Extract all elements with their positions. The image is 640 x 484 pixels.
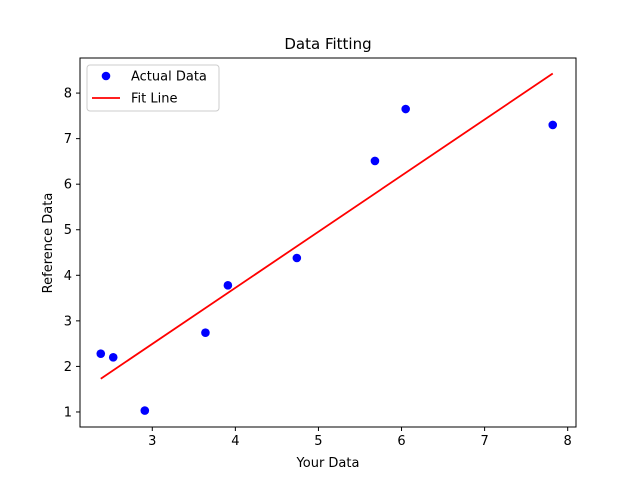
data-point bbox=[292, 253, 302, 263]
legend: Actual Data Fit Line bbox=[86, 64, 220, 112]
data-point bbox=[201, 328, 210, 338]
data-point bbox=[140, 406, 150, 415]
y-tick-label: 2 bbox=[64, 360, 72, 375]
data-point bbox=[96, 349, 106, 358]
x-tick-label: 3 bbox=[148, 434, 156, 449]
y-tick-label: 4 bbox=[64, 269, 72, 284]
x-tick-label: 4 bbox=[231, 434, 239, 449]
x-tick-label: 7 bbox=[480, 434, 488, 449]
legend-box bbox=[86, 64, 220, 112]
fit-line bbox=[100, 72, 554, 380]
axes-frame bbox=[79, 57, 577, 428]
data-point bbox=[108, 353, 118, 362]
data-point bbox=[370, 156, 380, 166]
x-axis-label: Your Data bbox=[296, 456, 360, 471]
x-tick-label: 8 bbox=[564, 434, 572, 449]
data-point bbox=[223, 281, 233, 290]
y-tick-label: 3 bbox=[64, 314, 72, 329]
y-tick-label: 7 bbox=[64, 132, 72, 147]
x-tick-label: 5 bbox=[314, 434, 322, 449]
legend-marker-actual-data bbox=[101, 71, 111, 81]
y-tick-label: 5 bbox=[64, 223, 72, 238]
plot-area: 3 4 5 6 7 8 1 2 3 4 5 6 7 8 bbox=[64, 57, 577, 449]
y-axis-label: Reference Data bbox=[41, 193, 56, 294]
legend-label: Actual Data bbox=[131, 70, 207, 85]
data-point bbox=[401, 104, 410, 114]
data-point bbox=[548, 120, 558, 130]
chart-title: Data Fitting bbox=[284, 35, 371, 53]
legend-label: Fit Line bbox=[131, 92, 177, 107]
y-tick-label: 8 bbox=[64, 87, 72, 102]
y-tick-label: 6 bbox=[64, 178, 72, 193]
y-tick-label: 1 bbox=[64, 405, 72, 420]
x-tick-label: 6 bbox=[397, 434, 405, 449]
